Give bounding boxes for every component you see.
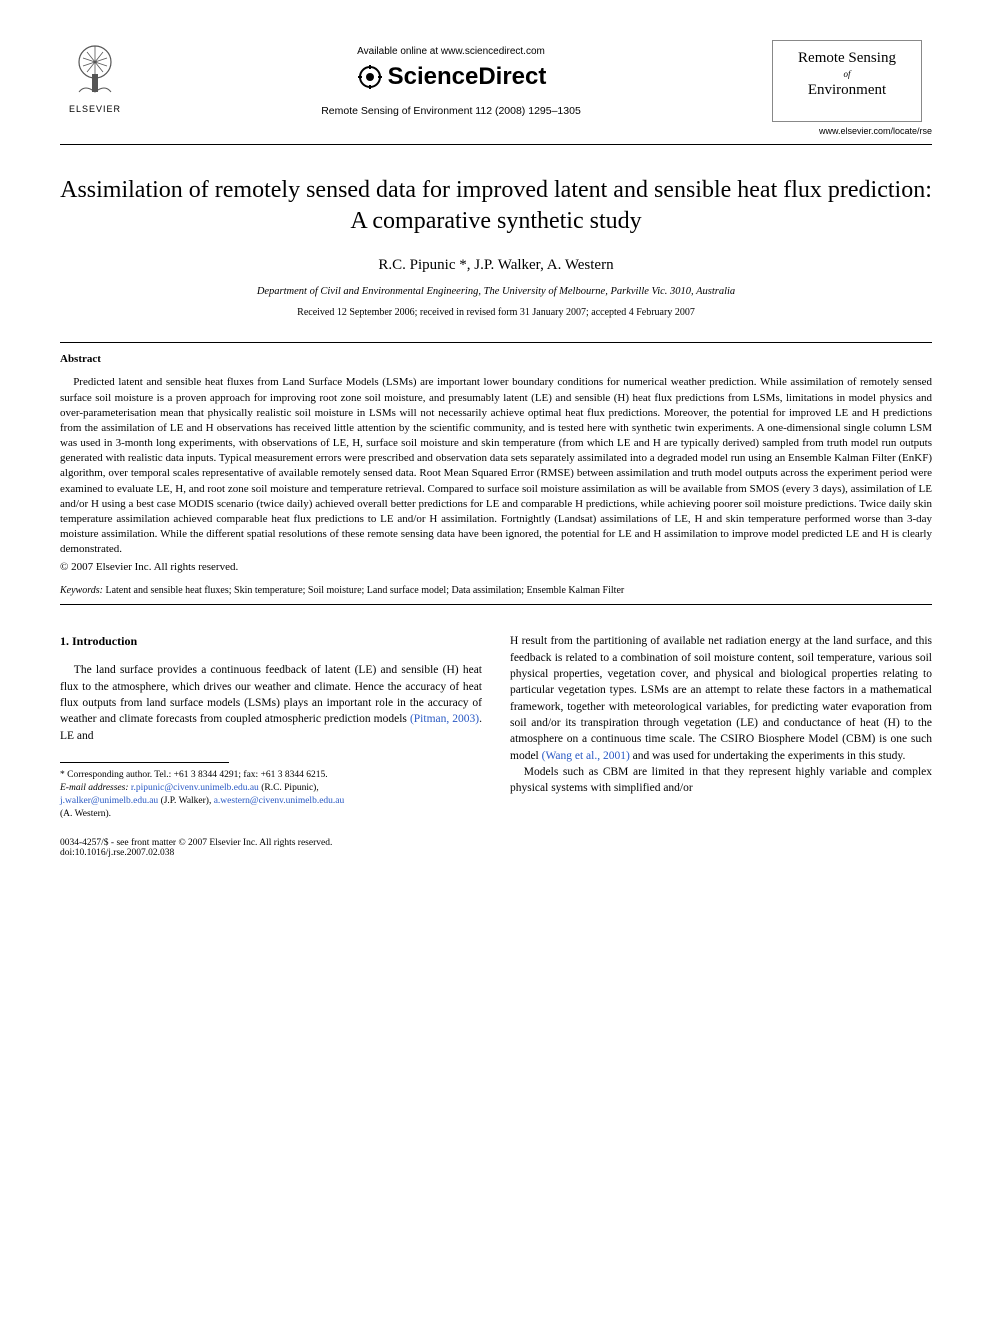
sciencedirect-brand: ScienceDirect [356, 63, 547, 91]
body-columns: 1. Introduction The land surface provide… [60, 633, 932, 820]
email-western[interactable]: a.western@civenv.unimelb.edu.au [214, 796, 345, 806]
journal-title-line2: Environment [783, 81, 911, 99]
keywords-label: Keywords: [60, 585, 103, 596]
received-dates: Received 12 September 2006; received in … [60, 307, 932, 318]
citation-wang[interactable]: (Wang et al., 2001) [542, 750, 630, 762]
sciencedirect-icon [356, 63, 384, 91]
available-online-text: Available online at www.sciencedirect.co… [130, 46, 772, 57]
journal-url: www.elsevier.com/locate/rse [772, 126, 932, 136]
right-text-1a: H result from the partitioning of availa… [510, 635, 932, 761]
keywords-line: Keywords: Latent and sensible heat fluxe… [60, 585, 932, 596]
corr-author-line: * Corresponding author. Tel.: +61 3 8344… [60, 769, 482, 782]
abstract-label: Abstract [60, 353, 932, 365]
email-label: E-mail addresses: [60, 783, 129, 793]
citation-pitman[interactable]: (Pitman, 2003) [410, 713, 479, 725]
left-column: 1. Introduction The land surface provide… [60, 633, 482, 820]
header-center: Available online at www.sciencedirect.co… [130, 40, 772, 117]
section-heading: 1. Introduction [60, 633, 482, 650]
header-rule [60, 144, 932, 145]
email-addresses: E-mail addresses: r.pipunic@civenv.unime… [60, 782, 482, 820]
intro-paragraph-right-1: H result from the partitioning of availa… [510, 633, 932, 764]
footer-left: 0034-4257/$ - see front matter © 2007 El… [60, 838, 332, 858]
keywords-rule [60, 604, 932, 605]
front-matter-line: 0034-4257/$ - see front matter © 2007 El… [60, 838, 332, 848]
affiliation-line: Department of Civil and Environmental En… [60, 286, 932, 297]
abstract-copyright: © 2007 Elsevier Inc. All rights reserved… [60, 561, 932, 573]
email-name3: (A. Western). [60, 809, 111, 819]
citation-line: Remote Sensing of Environment 112 (2008)… [130, 105, 772, 117]
page-footer: 0034-4257/$ - see front matter © 2007 El… [60, 838, 932, 858]
sciencedirect-label: ScienceDirect [388, 63, 547, 91]
paper-title: Assimilation of remotely sensed data for… [60, 175, 932, 237]
doi-line: doi:10.1016/j.rse.2007.02.038 [60, 848, 332, 858]
email-name1: (R.C. Pipunic), [259, 783, 319, 793]
journal-title-box: Remote Sensing of Environment [772, 40, 922, 122]
email-name2: (J.P. Walker), [158, 796, 214, 806]
abstract-top-rule [60, 342, 932, 343]
elsevier-tree-icon [65, 40, 125, 100]
email-pipunic[interactable]: r.pipunic@civenv.unimelb.edu.au [131, 783, 259, 793]
email-walker[interactable]: j.walker@unimelb.edu.au [60, 796, 158, 806]
right-column: H result from the partitioning of availa… [510, 633, 932, 820]
journal-title-of: of [783, 69, 911, 79]
publisher-name: ELSEVIER [69, 104, 121, 114]
right-text-1b: and was used for undertaking the experim… [630, 750, 906, 762]
corresponding-author-footnote: * Corresponding author. Tel.: +61 3 8344… [60, 769, 482, 820]
authors-line: R.C. Pipunic *, J.P. Walker, A. Western [60, 257, 932, 274]
keywords-text: Latent and sensible heat fluxes; Skin te… [103, 585, 624, 596]
footnote-rule [60, 762, 229, 763]
abstract-text: Predicted latent and sensible heat fluxe… [60, 375, 932, 557]
intro-paragraph-left: The land surface provides a continuous f… [60, 662, 482, 744]
intro-paragraph-right-2: Models such as CBM are limited in that t… [510, 764, 932, 797]
publisher-logo: ELSEVIER [60, 40, 130, 114]
header-row: ELSEVIER Available online at www.science… [60, 40, 932, 136]
journal-block: Remote Sensing of Environment www.elsevi… [772, 40, 932, 136]
journal-title-line1: Remote Sensing [783, 49, 911, 67]
